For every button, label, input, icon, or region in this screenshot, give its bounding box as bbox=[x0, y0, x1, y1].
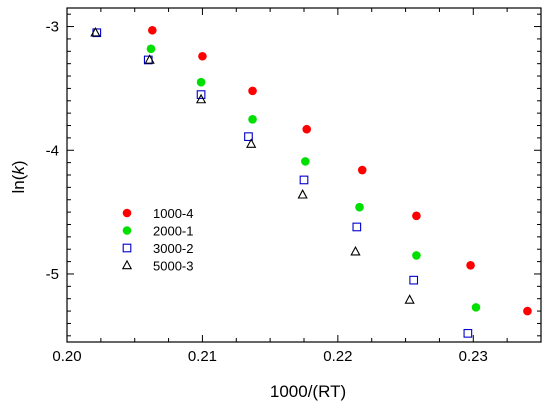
data-point bbox=[412, 251, 421, 260]
data-point bbox=[352, 222, 362, 232]
legend-marker bbox=[122, 243, 132, 253]
x-tick-label: 0.21 bbox=[188, 348, 217, 365]
axes bbox=[66, 7, 542, 343]
data-point bbox=[248, 86, 257, 96]
data-point bbox=[350, 245, 361, 256]
plot-frame bbox=[66, 7, 542, 343]
series-0 bbox=[148, 25, 532, 316]
series-1 bbox=[146, 44, 481, 312]
data-point bbox=[146, 44, 156, 54]
x-tick-label: 0.20 bbox=[52, 348, 81, 365]
data-point bbox=[246, 138, 257, 148]
data-point bbox=[523, 306, 532, 316]
legend-label: 1000-4 bbox=[153, 206, 193, 221]
data-point bbox=[244, 132, 253, 142]
legend-label: 3000-2 bbox=[153, 241, 193, 256]
data-point bbox=[196, 77, 206, 87]
y-tick-label: -4 bbox=[46, 142, 59, 159]
legend-marker bbox=[121, 259, 133, 270]
data-point bbox=[302, 124, 312, 134]
data-point bbox=[148, 25, 157, 35]
data-point bbox=[198, 51, 207, 61]
data-point bbox=[466, 261, 475, 270]
legend-marker bbox=[122, 226, 132, 235]
data-point bbox=[299, 175, 309, 185]
data-point bbox=[463, 328, 473, 338]
x-tick-label: 0.23 bbox=[459, 348, 488, 365]
data-point bbox=[196, 90, 206, 99]
data-point bbox=[471, 303, 481, 312]
data-point bbox=[357, 165, 367, 175]
legend: 1000-4 2000-1 3000-2 5000-3 bbox=[121, 206, 193, 274]
data-point bbox=[144, 54, 155, 64]
data-point bbox=[409, 275, 419, 285]
y-axis-title: ln(k) bbox=[9, 160, 28, 193]
legend-label: 5000-3 bbox=[153, 259, 193, 274]
data-point bbox=[195, 93, 207, 104]
legend-label: 2000-1 bbox=[153, 224, 193, 239]
data-point bbox=[248, 115, 257, 124]
data-point bbox=[355, 202, 364, 212]
data-point bbox=[301, 157, 310, 166]
data-points bbox=[90, 25, 532, 338]
x-tick-label: 0.22 bbox=[323, 348, 352, 365]
ticks: 0.20 0.21 0.22 0.23 -3 -4 -5 bbox=[46, 8, 542, 365]
y-tick-label: -5 bbox=[46, 266, 59, 283]
data-point bbox=[90, 26, 101, 37]
legend-marker bbox=[122, 208, 132, 218]
x-axis-title: 1000/(RT) bbox=[270, 382, 346, 401]
series-3 bbox=[90, 26, 415, 304]
data-point bbox=[297, 189, 308, 199]
series-2 bbox=[92, 28, 473, 338]
data-point bbox=[404, 294, 415, 304]
data-point bbox=[412, 211, 421, 221]
y-tick-label: -3 bbox=[46, 19, 59, 36]
